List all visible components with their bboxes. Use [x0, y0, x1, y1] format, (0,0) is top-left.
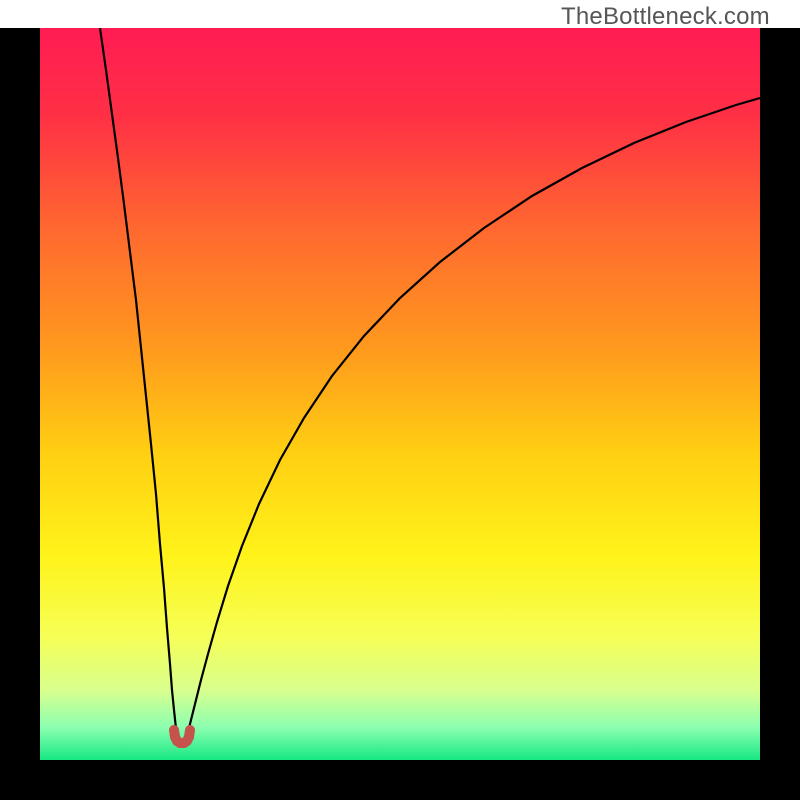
gradient-bg: [40, 28, 760, 760]
plot-svg: [40, 28, 760, 760]
watermark-text: TheBottleneck.com: [561, 3, 770, 31]
frame-right: [760, 28, 800, 800]
frame-left: [0, 28, 40, 800]
stage: TheBottleneck.com: [0, 0, 800, 800]
frame-bottom: [0, 760, 800, 800]
plot-area: [40, 28, 760, 760]
